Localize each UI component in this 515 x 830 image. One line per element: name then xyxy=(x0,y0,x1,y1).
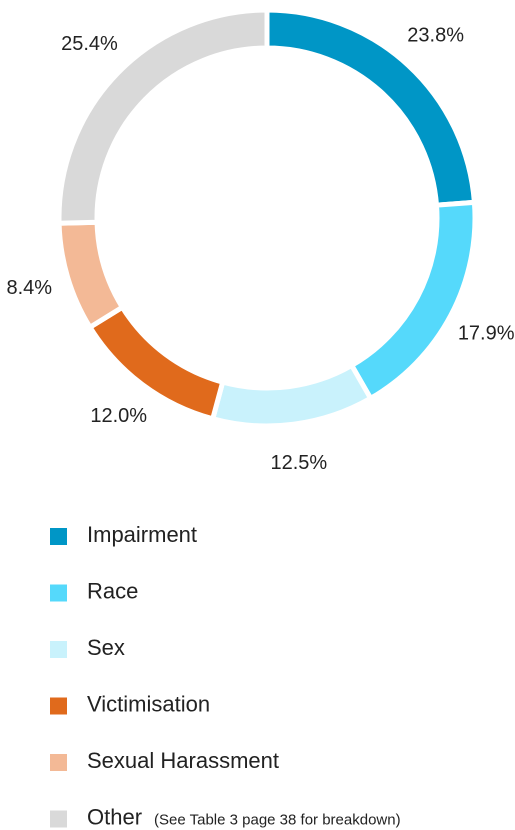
donut-slice xyxy=(209,361,375,429)
legend-label: Other xyxy=(87,804,142,829)
donut-slice xyxy=(56,219,126,331)
donut-slice xyxy=(56,7,270,226)
legend-label: Victimisation xyxy=(87,691,210,716)
slice-label: 12.0% xyxy=(90,405,147,427)
slice-label: 25.4% xyxy=(61,33,118,55)
legend-swatch xyxy=(50,584,67,602)
slice-label: 17.9% xyxy=(458,322,515,344)
donut-slice xyxy=(86,303,226,422)
legend-swatch xyxy=(50,754,67,771)
legend-note: (See Table 3 page 38 for breakdown) xyxy=(154,811,401,828)
legend-swatch xyxy=(50,641,67,658)
slice-label: 23.8% xyxy=(407,24,464,46)
slice-label: 8.4% xyxy=(6,277,52,299)
legend-swatch xyxy=(50,810,67,828)
slice-label: 12.5% xyxy=(270,452,327,474)
legend-swatch xyxy=(50,697,67,715)
legend-swatch xyxy=(50,528,67,545)
legend-label: Race xyxy=(87,578,138,603)
donut-slice xyxy=(348,199,478,402)
legend-label: Impairment xyxy=(87,522,197,547)
legend-label: Sexual Harassment xyxy=(87,748,279,773)
legend-label: Sex xyxy=(87,635,125,660)
